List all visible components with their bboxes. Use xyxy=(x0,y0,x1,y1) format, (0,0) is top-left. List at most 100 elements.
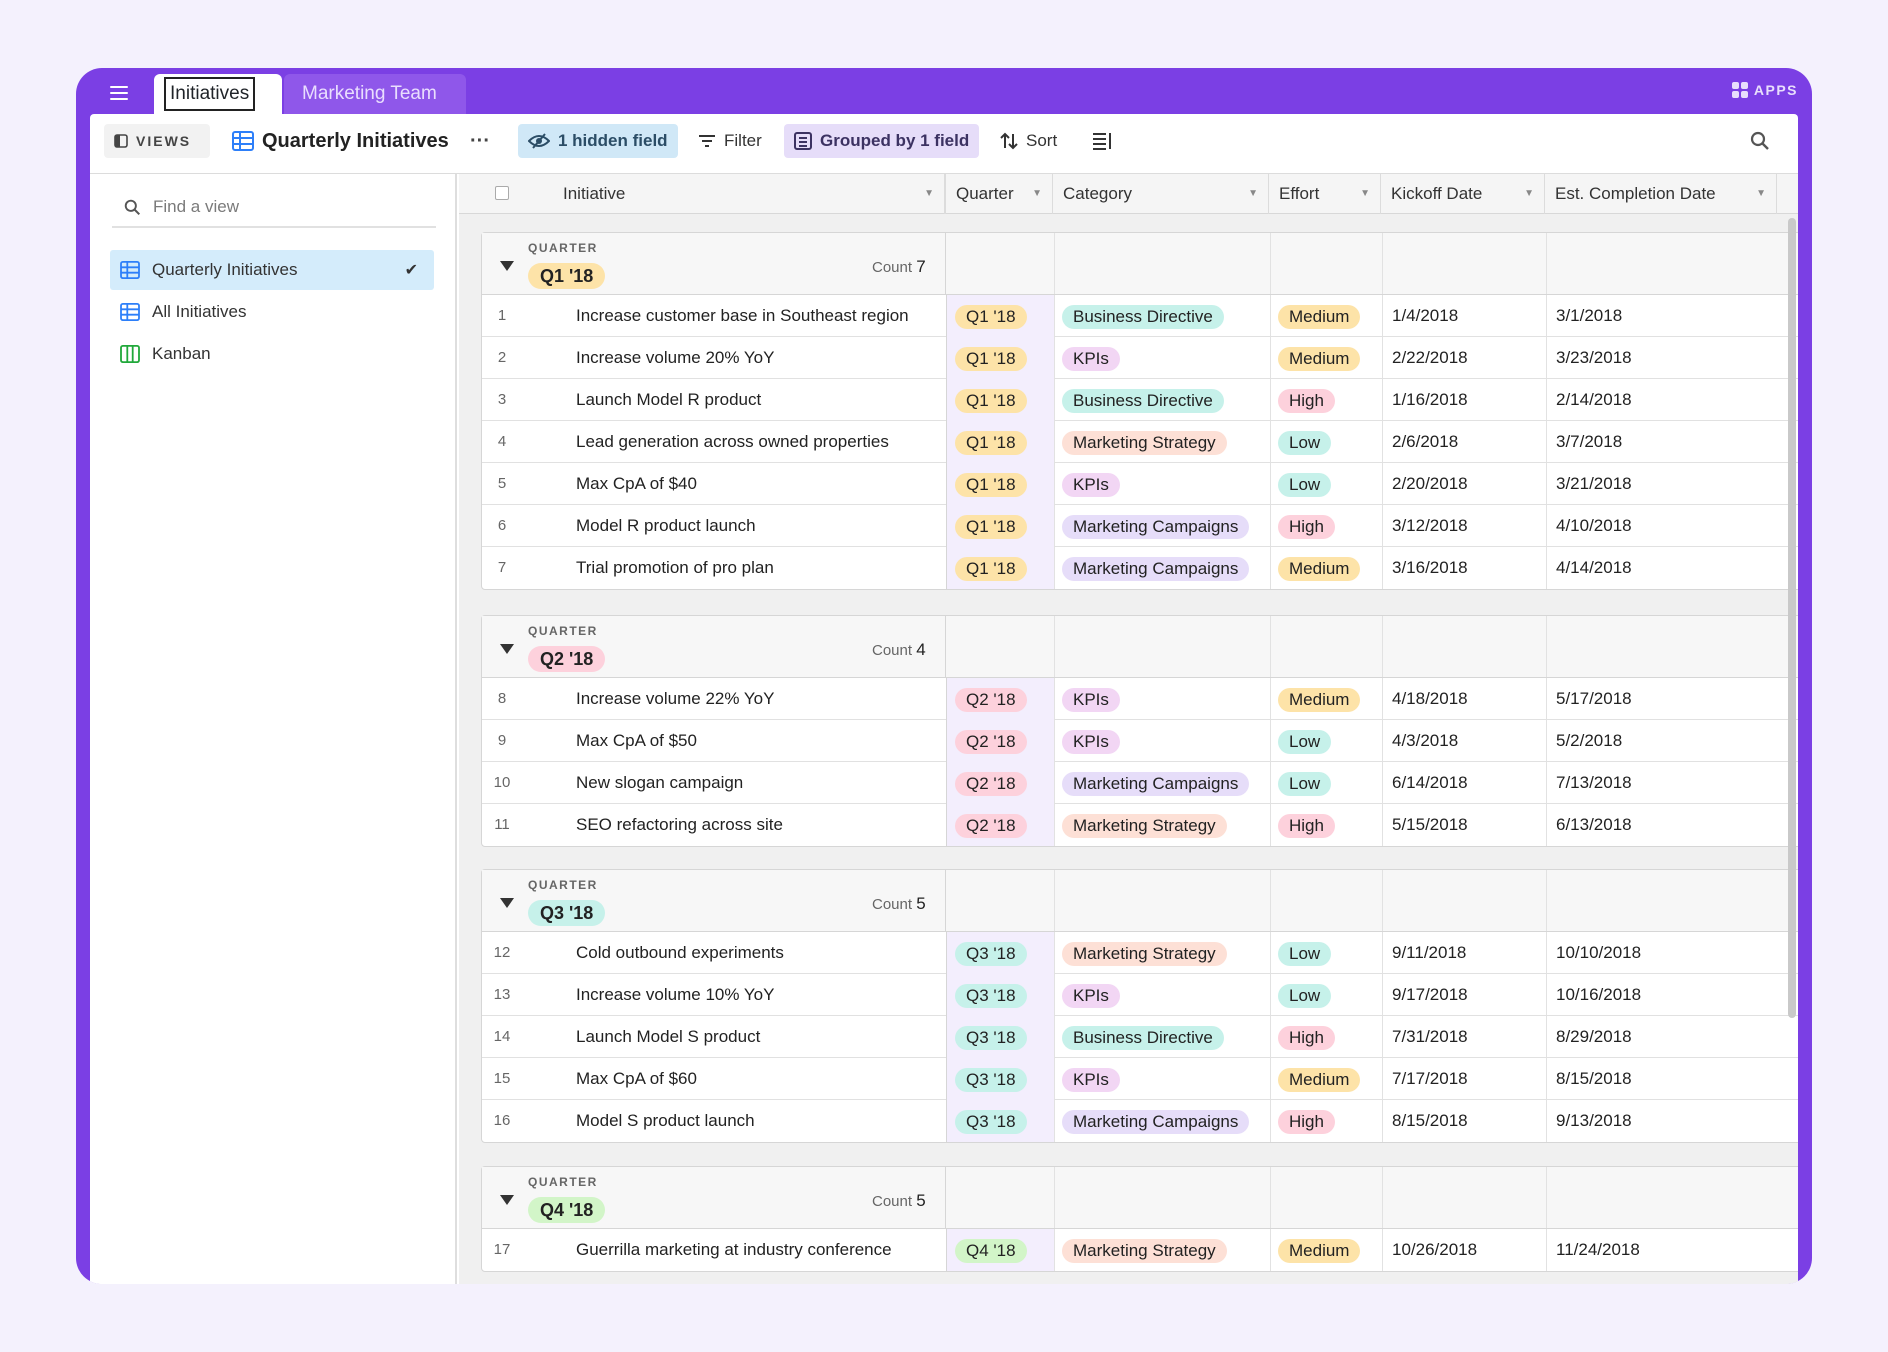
quarter-cell[interactable]: Q3 '18 xyxy=(946,1058,1054,1100)
category-cell[interactable]: Business Directive xyxy=(1054,1016,1270,1058)
category-cell[interactable]: KPIs xyxy=(1054,1058,1270,1100)
quarter-cell[interactable]: Q2 '18 xyxy=(946,678,1054,720)
table-row[interactable]: 3 Launch Model R product Q1 '18 Business Di… xyxy=(482,379,1798,421)
category-cell[interactable]: KPIs xyxy=(1054,974,1270,1016)
effort-cell[interactable]: Low xyxy=(1270,762,1382,804)
quarter-cell[interactable]: Q3 '18 xyxy=(946,974,1054,1016)
table-row[interactable]: 8 Increase volume 22% YoY Q2 '18 KPIs Medium… xyxy=(482,678,1798,720)
table-row[interactable]: 7 Trial promotion of pro plan Q1 '18 Market… xyxy=(482,547,1798,589)
completion-date-cell[interactable]: 3/21/2018 xyxy=(1556,474,1632,493)
row-height-button[interactable] xyxy=(1082,124,1122,158)
initiative-cell[interactable]: Increase volume 22% YoY xyxy=(576,689,775,708)
kickoff-date-cell[interactable]: 3/16/2018 xyxy=(1392,558,1468,577)
category-cell[interactable]: Business Directive xyxy=(1054,379,1270,421)
hamburger-menu-icon[interactable] xyxy=(110,86,128,100)
view-title-button[interactable]: Quarterly Initiatives xyxy=(222,124,459,158)
views-toggle-button[interactable]: VIEWS xyxy=(104,124,210,158)
initiative-cell[interactable]: Max CpA of $40 xyxy=(576,474,697,493)
completion-date-cell[interactable]: 3/23/2018 xyxy=(1556,348,1632,367)
completion-date-cell[interactable]: 4/14/2018 xyxy=(1556,558,1632,577)
tab-marketing-team[interactable]: Marketing Team xyxy=(284,74,466,114)
quarter-cell[interactable]: Q1 '18 xyxy=(946,421,1054,463)
column-header-category[interactable]: Category ▼ xyxy=(1053,174,1269,214)
hide-fields-button[interactable]: 1 hidden field xyxy=(518,124,678,158)
effort-cell[interactable]: High xyxy=(1270,1016,1382,1058)
completion-date-cell[interactable]: 5/17/2018 xyxy=(1556,689,1632,708)
quarter-cell[interactable]: Q3 '18 xyxy=(946,932,1054,974)
category-cell[interactable]: KPIs xyxy=(1054,337,1270,379)
group-header[interactable]: QUARTER Q4 '18 Count 5 xyxy=(482,1167,1798,1229)
sidebar-item-quarterly-initiatives[interactable]: Quarterly Initiatives ✔ xyxy=(110,250,434,290)
quarter-cell[interactable]: Q1 '18 xyxy=(946,463,1054,505)
category-cell[interactable]: Marketing Strategy xyxy=(1054,421,1270,463)
quarter-cell[interactable]: Q4 '18 xyxy=(946,1229,1054,1271)
table-row[interactable]: 13 Increase volume 10% YoY Q3 '18 KPIs Low 9/… xyxy=(482,974,1798,1016)
quarter-cell[interactable]: Q2 '18 xyxy=(946,720,1054,762)
completion-date-cell[interactable]: 7/13/2018 xyxy=(1556,773,1632,792)
effort-cell[interactable]: Medium xyxy=(1270,337,1382,379)
kickoff-date-cell[interactable]: 8/15/2018 xyxy=(1392,1111,1468,1130)
table-row[interactable]: 5 Max CpA of $40 Q1 '18 KPIs Low 2/20/2018 3/2… xyxy=(482,463,1798,505)
table-row[interactable]: 1 Increase customer base in Southeast reg… xyxy=(482,295,1798,337)
collapse-triangle-icon[interactable] xyxy=(500,898,514,908)
initiative-cell[interactable]: Guerrilla marketing at industry conferen… xyxy=(576,1240,892,1259)
group-header[interactable]: QUARTER Q2 '18 Count 4 xyxy=(482,616,1798,678)
completion-date-cell[interactable]: 8/29/2018 xyxy=(1556,1027,1632,1046)
initiative-cell[interactable]: New slogan campaign xyxy=(576,773,744,792)
completion-date-cell[interactable]: 3/1/2018 xyxy=(1556,306,1623,325)
collapse-triangle-icon[interactable] xyxy=(500,644,514,654)
initiative-cell[interactable]: Trial promotion of pro plan xyxy=(576,558,774,577)
effort-cell[interactable]: Low xyxy=(1270,463,1382,505)
effort-cell[interactable]: Low xyxy=(1270,932,1382,974)
kickoff-date-cell[interactable]: 6/14/2018 xyxy=(1392,773,1468,792)
kickoff-date-cell[interactable]: 4/18/2018 xyxy=(1392,689,1468,708)
effort-cell[interactable]: High xyxy=(1270,1100,1382,1142)
completion-date-cell[interactable]: 5/2/2018 xyxy=(1556,731,1623,750)
initiative-cell[interactable]: Increase volume 10% YoY xyxy=(576,985,775,1004)
effort-cell[interactable]: Medium xyxy=(1270,295,1382,337)
completion-date-cell[interactable]: 3/7/2018 xyxy=(1556,432,1623,451)
initiative-cell[interactable]: Model R product launch xyxy=(576,516,756,535)
effort-cell[interactable]: Medium xyxy=(1270,1058,1382,1100)
kickoff-date-cell[interactable]: 2/22/2018 xyxy=(1392,348,1468,367)
group-header[interactable]: QUARTER Q3 '18 Count 5 xyxy=(482,870,1798,932)
column-header-est-completion-date[interactable]: Est. Completion Date ▼ xyxy=(1545,174,1777,214)
table-row[interactable]: 10 New slogan campaign Q2 '18 Marketing Cam… xyxy=(482,762,1798,804)
filter-button[interactable]: Filter xyxy=(688,124,772,158)
initiative-cell[interactable]: SEO refactoring across site xyxy=(576,815,783,834)
quarter-cell[interactable]: Q3 '18 xyxy=(946,1100,1054,1142)
initiative-cell[interactable]: Cold outbound experiments xyxy=(576,943,784,962)
quarter-cell[interactable]: Q1 '18 xyxy=(946,295,1054,337)
category-cell[interactable]: Marketing Campaigns xyxy=(1054,762,1270,804)
kickoff-date-cell[interactable]: 1/16/2018 xyxy=(1392,390,1468,409)
effort-cell[interactable]: High xyxy=(1270,804,1382,846)
kickoff-date-cell[interactable]: 7/17/2018 xyxy=(1392,1069,1468,1088)
initiative-cell[interactable]: Max CpA of $50 xyxy=(576,731,697,750)
column-header-effort[interactable]: Effort ▼ xyxy=(1269,174,1381,214)
collapse-triangle-icon[interactable] xyxy=(500,261,514,271)
effort-cell[interactable]: High xyxy=(1270,379,1382,421)
apps-button[interactable]: APPS xyxy=(1731,82,1798,98)
effort-cell[interactable]: Medium xyxy=(1270,547,1382,589)
completion-date-cell[interactable]: 2/14/2018 xyxy=(1556,390,1632,409)
sidebar-item-all-initiatives[interactable]: All Initiatives xyxy=(110,292,434,332)
category-cell[interactable]: Marketing Campaigns xyxy=(1054,547,1270,589)
tab-initiatives[interactable]: Initiatives xyxy=(154,74,282,114)
completion-date-cell[interactable]: 9/13/2018 xyxy=(1556,1111,1632,1130)
effort-cell[interactable]: High xyxy=(1270,505,1382,547)
kickoff-date-cell[interactable]: 2/6/2018 xyxy=(1392,432,1459,451)
kickoff-date-cell[interactable]: 10/26/2018 xyxy=(1392,1240,1478,1259)
kickoff-date-cell[interactable]: 5/15/2018 xyxy=(1392,815,1468,834)
initiative-cell[interactable]: Increase customer base in Southeast regi… xyxy=(576,306,909,325)
table-row[interactable]: 2 Increase volume 20% YoY Q1 '18 KPIs Medium… xyxy=(482,337,1798,379)
select-all-checkbox[interactable] xyxy=(495,186,509,200)
table-row[interactable]: 12 Cold outbound experiments Q3 '18 Marketi… xyxy=(482,932,1798,974)
effort-cell[interactable]: Low xyxy=(1270,720,1382,762)
table-row[interactable]: 4 Lead generation across owned properties… xyxy=(482,421,1798,463)
quarter-cell[interactable]: Q1 '18 xyxy=(946,505,1054,547)
completion-date-cell[interactable]: 6/13/2018 xyxy=(1556,815,1632,834)
table-row[interactable]: 14 Launch Model S product Q3 '18 Business D… xyxy=(482,1016,1798,1058)
kickoff-date-cell[interactable]: 1/4/2018 xyxy=(1392,306,1459,325)
sidebar-item-kanban[interactable]: Kanban xyxy=(110,334,434,374)
initiative-cell[interactable]: Launch Model R product xyxy=(576,390,762,409)
